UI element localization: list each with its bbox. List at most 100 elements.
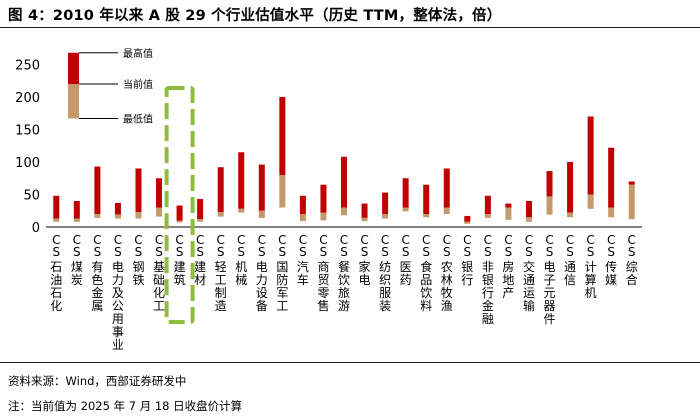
- bar-upper-segment: [382, 192, 389, 214]
- bar-lower-segment: [484, 214, 491, 218]
- category-label: C S 基础化工: [153, 233, 165, 313]
- bar-upper-segment: [156, 178, 163, 208]
- bar-lower-segment: [217, 212, 224, 217]
- bar-upper-segment: [608, 147, 615, 208]
- bar-lower-segment: [608, 207, 615, 218]
- bar-lower-segment: [197, 219, 204, 222]
- category-label: C S 传媒: [605, 233, 617, 287]
- bar-lower-segment: [279, 175, 286, 208]
- bar-lower-segment: [341, 207, 347, 216]
- y-tick-label: 100: [15, 156, 40, 171]
- highlight-box: [164, 86, 195, 324]
- legend-current-label: 当前值: [123, 78, 153, 91]
- category-label: C S 医药: [400, 233, 412, 287]
- category-label: C S 农林牧渔: [441, 233, 453, 313]
- bar-upper-segment: [238, 152, 245, 209]
- axis-layer: 0 50 100 150 200 250: [15, 59, 642, 236]
- bar-upper-segment: [197, 199, 204, 220]
- bar-lower-segment: [73, 218, 80, 222]
- bar-upper-segment: [73, 201, 80, 219]
- category-label: C S 计算机: [585, 233, 597, 300]
- bar-upper-segment: [546, 171, 553, 197]
- y-tick-label: 50: [23, 189, 40, 204]
- category-label: C S 非银行金融: [482, 233, 494, 326]
- bar-upper-segment: [443, 168, 450, 208]
- bottom-rule: [0, 362, 700, 363]
- bar-layer: [53, 97, 635, 224]
- category-label: C S 轻工制造: [215, 233, 227, 313]
- bar-lower-segment: [176, 220, 183, 223]
- bar-lower-segment: [94, 214, 101, 218]
- bar-upper-segment: [53, 195, 60, 219]
- bar-lower-segment: [135, 212, 142, 219]
- category-label: C S 纺织服装: [379, 233, 391, 313]
- bar-upper-segment: [361, 203, 368, 218]
- bar-lower-segment: [114, 214, 121, 219]
- category-label: C S 家电: [359, 233, 371, 287]
- bar-lower-segment: [546, 196, 553, 215]
- category-label: C S 电力及公用事业: [112, 233, 124, 352]
- category-label: C S 综合: [626, 233, 638, 287]
- bar-upper-segment: [423, 184, 430, 214]
- bar-upper-segment: [525, 201, 532, 218]
- bar-lower-segment: [402, 207, 409, 212]
- category-label: C S 机械: [235, 233, 247, 287]
- category-label: C S 石油石化: [50, 233, 62, 313]
- bar-upper-segment: [135, 168, 142, 213]
- category-label: C S 建筑: [174, 233, 186, 287]
- category-label: C S 电力设备: [256, 233, 268, 313]
- bar-lower-segment: [443, 207, 450, 214]
- bar-lower-segment: [320, 212, 327, 221]
- y-tick-label: 200: [15, 91, 40, 106]
- category-label: C S 商贸零售: [317, 233, 329, 313]
- bar-upper-segment: [217, 167, 224, 213]
- category-label-layer: C S 石油石化 C S 煤炭 C S 有色金属 C S 电力及公用事业 C S 钢铁 C S 基础化工 C S 建筑 C…: [50, 86, 638, 352]
- bar-lower-segment: [238, 208, 245, 213]
- category-label: C S 房地产: [502, 233, 514, 300]
- category-label: C S 有色金属: [91, 233, 103, 313]
- category-label: C S 国防军工: [276, 233, 288, 313]
- category-label: C S 汽车: [297, 233, 309, 287]
- legend-min-label: 最低值: [123, 112, 153, 125]
- bar-upper-segment: [299, 195, 306, 214]
- bar-upper-segment: [567, 162, 574, 213]
- bar-upper-segment: [176, 205, 183, 221]
- bar-upper-segment: [402, 178, 409, 208]
- legend-sample-lower: [68, 84, 79, 119]
- bar-lower-segment: [587, 194, 594, 209]
- bar-lower-segment: [258, 210, 265, 218]
- footnote: 注：当前值为 2025 年 7 月 18 日收盘价计算: [8, 399, 243, 413]
- bar-lower-segment: [628, 184, 635, 220]
- category-label: C S 银行: [461, 233, 473, 287]
- bar-lower-segment: [299, 214, 306, 222]
- bar-lower-segment: [156, 207, 163, 217]
- bar-upper-segment: [279, 97, 286, 175]
- bar-upper-segment: [505, 203, 512, 208]
- chart-title: 图 4：2010 年以来 A 股 29 个行业估值水平（历史 TTM，整体法，倍…: [8, 8, 502, 24]
- category-label: C S 交通运输: [523, 233, 535, 313]
- bar-upper-segment: [587, 116, 594, 195]
- y-tick-label: 150: [15, 124, 40, 139]
- bar-upper-segment: [114, 202, 121, 215]
- y-tick-label: 0: [32, 221, 40, 236]
- top-rule: [0, 27, 700, 28]
- category-label: C S 钢铁: [132, 233, 144, 287]
- category-label: C S 煤炭: [71, 233, 83, 287]
- bar-upper-segment: [464, 215, 471, 222]
- y-tick-label: 250: [15, 59, 40, 74]
- category-label: C S 电子元器件: [544, 233, 556, 326]
- bar-upper-segment: [484, 195, 491, 214]
- category-label: C S 食品饮料: [420, 233, 432, 313]
- category-label: C S 建材: [194, 233, 206, 287]
- bar-lower-segment: [423, 214, 430, 218]
- bar-lower-segment: [505, 207, 512, 220]
- bar-upper-segment: [341, 156, 347, 208]
- bar-upper-segment: [320, 184, 327, 213]
- category-label: C S 通信: [564, 233, 576, 287]
- bar-lower-segment: [53, 218, 60, 222]
- source-note: 资料来源：Wind，西部证券研发中: [8, 374, 187, 388]
- category-label: C S 餐饮旅游: [338, 233, 350, 313]
- bar-lower-segment: [525, 217, 532, 222]
